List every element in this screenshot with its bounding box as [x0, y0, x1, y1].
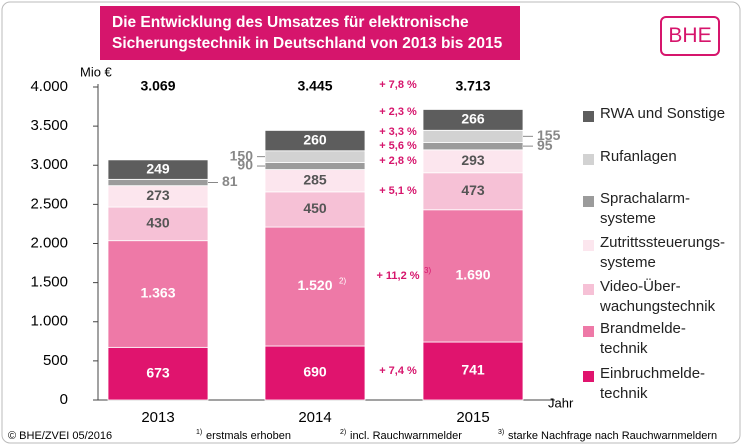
footnote-text: incl. Rauchwarnmelder — [350, 430, 462, 442]
legend-swatch — [583, 111, 594, 122]
value-label: 293 — [461, 152, 485, 168]
legend-label: Einbruchmelde- technik — [600, 365, 706, 402]
bar-segment — [264, 150, 366, 163]
bar-segment — [422, 109, 524, 131]
value-label: 690 — [303, 364, 327, 380]
y-tick-label: 2.000 — [30, 234, 68, 251]
y-tick-label: 3.500 — [30, 117, 68, 134]
footnote-mark: 1) — [196, 429, 202, 436]
x-label: Jahr — [548, 395, 574, 410]
legend-label: RWA und Sonstige — [600, 105, 726, 122]
legend-swatch — [583, 326, 594, 337]
bar-segment — [264, 130, 366, 152]
legend-label: Zutrittssteuerungs- systeme — [600, 234, 726, 271]
legend-swatch — [583, 371, 594, 382]
footnote-mark: 3) — [424, 266, 431, 275]
logo: BHE — [660, 16, 720, 56]
growth-label: + 2,3 % — [379, 106, 417, 118]
value-label: 95 — [537, 137, 553, 153]
footnote-text: erstmals erhoben — [206, 430, 291, 442]
bar-segment — [422, 172, 524, 211]
y-tick-label: 3.000 — [30, 156, 68, 173]
bar-segment — [264, 226, 366, 347]
chart-title: Die Entwicklung des Umsatzes für elektro… — [100, 6, 520, 60]
legend-label: Video-Über- wachungstechnik — [600, 278, 716, 315]
value-label: 266 — [461, 111, 485, 127]
y-tick-label: 500 — [43, 352, 68, 369]
value-label: 1.690 — [455, 267, 490, 283]
growth-label: + 5,1 % — [379, 185, 417, 197]
value-label: 81 — [222, 173, 238, 189]
x-tick-label: 2013 — [141, 409, 174, 426]
growth-label: + 3,3 % — [379, 126, 417, 138]
bar-segment — [107, 159, 209, 180]
y-tick-label: 1.500 — [30, 274, 68, 291]
y-tick-label: 1.000 — [30, 313, 68, 330]
legend-swatch — [583, 154, 594, 165]
bar-segment — [422, 129, 524, 143]
value-label: 673 — [146, 364, 170, 380]
x-tick-label: 2015 — [456, 409, 489, 426]
bar-segment — [107, 240, 209, 348]
value-label: 741 — [461, 362, 485, 378]
bar-segment — [264, 345, 366, 401]
y-tick-label: 0 — [60, 391, 68, 408]
y-unit: Mio € — [80, 64, 113, 79]
footnote-mark: 3) — [498, 429, 504, 436]
footnote-mark: 2) — [339, 277, 346, 286]
value-label: 260 — [303, 131, 327, 147]
source: © BHE/ZVEI 05/2016 — [8, 430, 112, 442]
legend-label: Sprachalarm- systeme — [600, 190, 691, 227]
legend-label: Brandmelde- technik — [600, 320, 686, 357]
bar-segment — [107, 178, 209, 187]
footnote-mark: 2) — [340, 429, 346, 436]
bar-segment — [264, 162, 366, 170]
value-label: 273 — [146, 187, 170, 203]
bar-segment — [264, 191, 366, 228]
value-label: 450 — [303, 200, 327, 216]
value-label: 285 — [303, 171, 327, 187]
value-label: 249 — [146, 160, 170, 176]
value-label: 473 — [461, 182, 485, 198]
growth-label: + 5,6 % — [379, 140, 417, 152]
legend-swatch — [583, 240, 594, 251]
growth-label: + 7,4 % — [379, 365, 417, 377]
total-label: 3.445 — [297, 78, 332, 94]
legend-swatch — [583, 284, 594, 295]
growth-label: + 11,2 % — [376, 270, 419, 282]
legend-swatch — [583, 196, 594, 207]
y-tick-label: 2.500 — [30, 195, 68, 212]
bar-segment — [422, 142, 524, 151]
value-label: 1.520 — [297, 277, 332, 293]
value-label: 430 — [146, 215, 170, 231]
value-label: 1.363 — [140, 285, 175, 301]
value-label: 155 — [537, 127, 561, 143]
value-label: 90 — [237, 157, 253, 173]
x-tick-label: 2014 — [298, 409, 331, 426]
value-label: 150 — [230, 147, 254, 163]
bar-segment — [107, 346, 209, 401]
total-label: 3.069 — [140, 78, 175, 94]
y-tick-label: 4.000 — [30, 78, 68, 95]
bar-segment — [422, 209, 524, 343]
legend-label: Rufanlagen — [600, 148, 677, 165]
total-label: 3.713 — [455, 78, 490, 94]
growth-label: + 2,8 % — [379, 155, 417, 167]
footnote-text: starke Nachfrage nach Rauchwarnmeldern — [508, 430, 717, 442]
growth-label: + 7,8 % — [379, 79, 417, 91]
